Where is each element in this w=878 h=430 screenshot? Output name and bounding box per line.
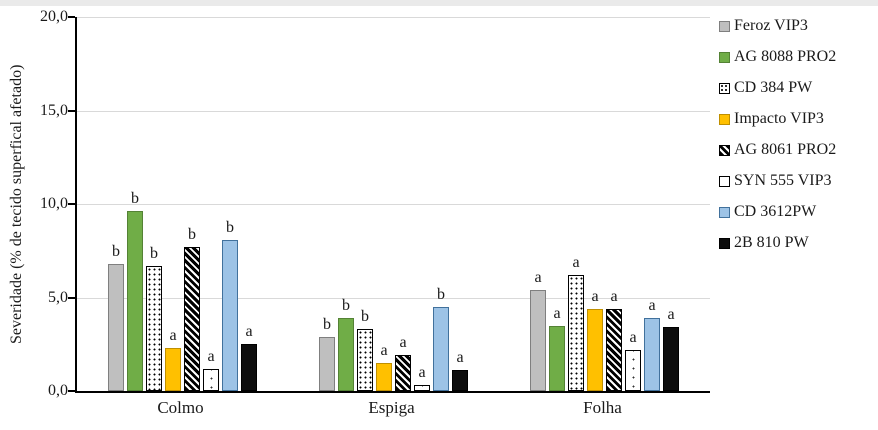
- gridline: [77, 204, 710, 205]
- bar: a: [241, 323, 257, 391]
- bar: b: [127, 190, 143, 391]
- y-tick-label: 20,0: [40, 8, 68, 25]
- significance-letter: a: [380, 341, 388, 359]
- significance-letter: a: [648, 297, 656, 315]
- page-top-strip: [0, 0, 878, 6]
- significance-letter: b: [342, 297, 350, 315]
- significance-letter: a: [169, 327, 177, 344]
- bar: b: [146, 245, 162, 391]
- legend-key-swatch: [719, 175, 730, 187]
- legend-label: 2B 810 PW: [734, 234, 809, 251]
- bar: a: [165, 327, 181, 391]
- y-axis-tick: [68, 203, 75, 205]
- bar: b: [319, 316, 335, 391]
- legend-label: AG 8061 PRO2: [734, 141, 837, 158]
- significance-letter: a: [456, 349, 464, 367]
- legend-item: Impacto VIP3: [719, 109, 836, 129]
- y-axis-tick: [68, 296, 75, 299]
- category-label: Colmo: [157, 398, 204, 417]
- significance-letter: b: [226, 218, 234, 236]
- legend-key-swatch: [719, 237, 730, 249]
- legend-label: Feroz VIP3: [734, 17, 808, 34]
- bar: a: [568, 254, 584, 391]
- legend-item: CD 384 PW: [719, 78, 836, 98]
- significance-letter: b: [150, 244, 158, 262]
- legend-item: CD 3612PW: [719, 202, 836, 222]
- bar: b: [184, 226, 200, 391]
- bar: a: [203, 348, 219, 391]
- bar: a: [644, 297, 660, 391]
- significance-letter: b: [112, 242, 120, 260]
- legend-key-swatch: [719, 20, 730, 32]
- bar: a: [549, 305, 565, 391]
- bar: b: [222, 219, 238, 391]
- bar: a: [625, 329, 641, 391]
- significance-letter: a: [553, 304, 561, 322]
- legend-item: Feroz VIP3: [719, 16, 836, 36]
- significance-letter: b: [361, 308, 369, 326]
- y-tick-label: 5,0: [48, 288, 68, 306]
- category-group: b b b a b a b a: [77, 17, 288, 391]
- legend-key-swatch: [719, 206, 730, 218]
- y-tick-label: 15,0: [40, 101, 68, 119]
- legend-key-swatch: [719, 144, 730, 156]
- legend-item: AG 8061 PRO2: [719, 140, 836, 160]
- significance-letter: a: [572, 254, 580, 272]
- significance-letter: b: [323, 315, 331, 333]
- bar: a: [414, 364, 430, 391]
- y-axis-tick: [68, 390, 75, 392]
- significance-letter: b: [131, 190, 139, 208]
- legend-label: Impacto VIP3: [734, 110, 824, 127]
- category-label: Espiga: [368, 398, 415, 417]
- legend-key-swatch: [719, 82, 730, 94]
- significance-letter: b: [437, 285, 445, 303]
- y-axis-title: Severidade (% de tecido superfical afeta…: [8, 64, 25, 344]
- significance-letter: a: [610, 287, 618, 305]
- y-tick-label: 10,0: [40, 195, 68, 212]
- x-axis-category-labels: Colmo Espiga Folha: [75, 398, 708, 418]
- bar: a: [395, 334, 411, 391]
- bar: a: [452, 349, 468, 391]
- significance-letter: a: [245, 323, 253, 341]
- legend-label: CD 384 PW: [734, 79, 813, 96]
- bar: a: [587, 288, 603, 391]
- significance-letter: a: [418, 364, 426, 382]
- significance-letter: a: [591, 287, 599, 305]
- bar: a: [530, 269, 546, 391]
- y-axis-tick: [68, 16, 75, 18]
- y-tick-label: 0,0: [48, 382, 68, 399]
- bar: b: [338, 297, 354, 391]
- legend: Feroz VIP3 AG 8088 PRO2 CD 384 PW Impacto V…: [719, 16, 836, 253]
- legend-key-swatch: [719, 51, 730, 63]
- significance-letter: a: [667, 306, 675, 324]
- legend-label: CD 3612PW: [734, 203, 817, 220]
- legend-key-swatch: [719, 113, 730, 125]
- y-axis-tick: [68, 109, 75, 112]
- legend-item: 2B 810 PW: [719, 233, 836, 253]
- bar: a: [606, 288, 622, 391]
- legend-label: AG 8088 PRO2: [734, 48, 837, 65]
- bar: b: [108, 243, 124, 391]
- legend-label: SYN 555 VIP3: [734, 172, 832, 189]
- bar: a: [663, 306, 679, 391]
- legend-item: SYN 555 VIP3: [719, 171, 836, 191]
- gridline: [77, 110, 710, 112]
- significance-letter: a: [534, 269, 542, 287]
- significance-letter: a: [399, 334, 407, 352]
- gridline: [77, 297, 710, 299]
- bar: b: [357, 308, 373, 391]
- category-label: Folha: [583, 398, 622, 417]
- gridline: [77, 17, 710, 18]
- significance-letter: a: [207, 347, 215, 365]
- bar: a: [376, 342, 392, 391]
- bar: b: [433, 286, 449, 391]
- legend-item: AG 8088 PRO2: [719, 47, 836, 67]
- significance-letter: a: [629, 328, 637, 346]
- significance-letter: b: [188, 226, 196, 244]
